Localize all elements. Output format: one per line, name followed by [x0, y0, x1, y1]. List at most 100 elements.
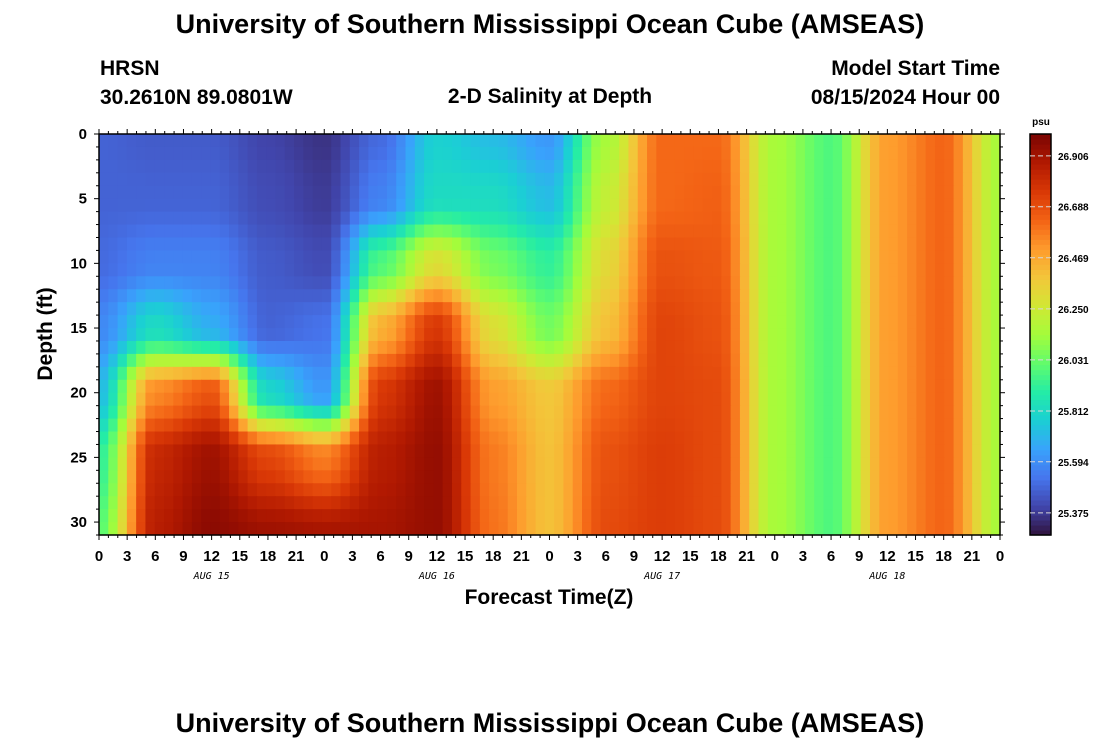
heatmap-cell [916, 444, 927, 458]
heatmap-cell [368, 522, 379, 536]
heatmap-cell [294, 470, 304, 484]
heatmap-cell [869, 431, 880, 446]
heatmap-cell [498, 134, 509, 148]
heatmap-cell [962, 159, 973, 174]
heatmap-cell [544, 146, 555, 161]
heatmap-cell [238, 263, 249, 277]
heatmap-cell [572, 431, 583, 446]
heatmap-cell [173, 237, 184, 252]
heatmap-cell [117, 185, 128, 200]
heatmap-cell [377, 185, 388, 200]
heatmap-cell [349, 276, 360, 290]
heatmap-cell [396, 431, 407, 446]
heatmap-cell [238, 470, 249, 484]
heatmap-cell [117, 418, 128, 433]
heatmap-cell [647, 302, 657, 316]
heatmap-cell [535, 172, 546, 187]
heatmap-cell [507, 172, 518, 187]
heatmap-cell [777, 405, 787, 420]
heatmap-cell [433, 379, 444, 394]
heatmap-cell [693, 444, 704, 458]
heatmap-cell [126, 340, 137, 355]
heatmap-cell [814, 159, 825, 174]
heatmap-cell [368, 483, 379, 497]
heatmap-cell [303, 185, 314, 200]
heatmap-cell [210, 172, 221, 187]
heatmap-cell [981, 444, 992, 458]
heatmap-cell [117, 470, 128, 484]
heatmap-cell [470, 302, 481, 316]
heatmap-cell [972, 470, 983, 484]
heatmap-cell [712, 522, 722, 536]
heatmap-cell [442, 392, 453, 407]
heatmap-cell [684, 172, 695, 187]
heatmap-cell [191, 159, 202, 174]
heatmap-cell [712, 431, 722, 446]
colorbar-swatch [1030, 364, 1051, 371]
heatmap-cell [99, 328, 109, 342]
heatmap-cell [526, 134, 537, 148]
heatmap-cell [145, 496, 156, 510]
heatmap-cell [907, 289, 917, 303]
heatmap-cell [321, 185, 332, 200]
heatmap-cell [303, 134, 314, 148]
heatmap-cell [256, 302, 267, 316]
heatmap-cell [609, 224, 620, 239]
heatmap-cell [879, 224, 890, 239]
heatmap-cell [869, 263, 880, 277]
heatmap-cell [229, 418, 239, 433]
heatmap-cell [693, 198, 704, 213]
heatmap-cell [164, 444, 174, 458]
heatmap-cell [851, 172, 862, 187]
heatmap-cell [182, 289, 193, 303]
heatmap-cell [414, 509, 425, 523]
heatmap-cell [442, 366, 453, 381]
heatmap-cell [860, 522, 871, 536]
heatmap-cell [934, 457, 945, 471]
heatmap-cell [860, 457, 871, 471]
model-start-value: 08/15/2024 Hour 00 [810, 86, 1000, 109]
heatmap-cell [925, 418, 936, 433]
heatmap-cell [582, 224, 592, 239]
heatmap-cell [340, 146, 351, 161]
heatmap-cell [461, 289, 472, 303]
heatmap-cell [359, 315, 369, 329]
heatmap-cell [721, 366, 732, 381]
heatmap-cell [479, 211, 490, 226]
heatmap-cell [396, 224, 407, 239]
heatmap-cell [461, 392, 472, 407]
heatmap-cell [656, 483, 667, 497]
heatmap-cell [340, 328, 351, 342]
heatmap-cell [656, 172, 667, 187]
heatmap-cell [647, 172, 657, 187]
colorbar-frame [1029, 133, 1052, 536]
heatmap-cell [433, 211, 444, 226]
heatmap-cell [219, 444, 230, 458]
heatmap-cell [795, 134, 806, 148]
heatmap-cell [433, 263, 444, 277]
heatmap-cell [526, 172, 537, 187]
heatmap-cell [842, 224, 852, 239]
heatmap-cell [823, 134, 834, 148]
heatmap-cell [934, 328, 945, 342]
heatmap-cell [266, 263, 277, 277]
heatmap-cell [944, 185, 955, 200]
heatmap-cell [108, 509, 119, 523]
heatmap-cell [173, 379, 184, 394]
heatmap-cell [953, 276, 964, 290]
heatmap-cell [869, 198, 880, 213]
heatmap-cell [126, 522, 137, 536]
heatmap-cell [879, 405, 890, 420]
heatmap-cell [201, 444, 212, 458]
heatmap-cell [777, 198, 787, 213]
heatmap-cell [108, 418, 119, 433]
heatmap-cell [201, 509, 212, 523]
heatmap-cell [777, 483, 787, 497]
heatmap-cell [461, 379, 472, 394]
heatmap-cell [972, 483, 983, 497]
heatmap-cell [247, 328, 258, 342]
heatmap-cell [554, 405, 565, 420]
heatmap-cell [758, 211, 769, 226]
heatmap-cell [154, 263, 165, 277]
heatmap-cell [442, 250, 453, 264]
